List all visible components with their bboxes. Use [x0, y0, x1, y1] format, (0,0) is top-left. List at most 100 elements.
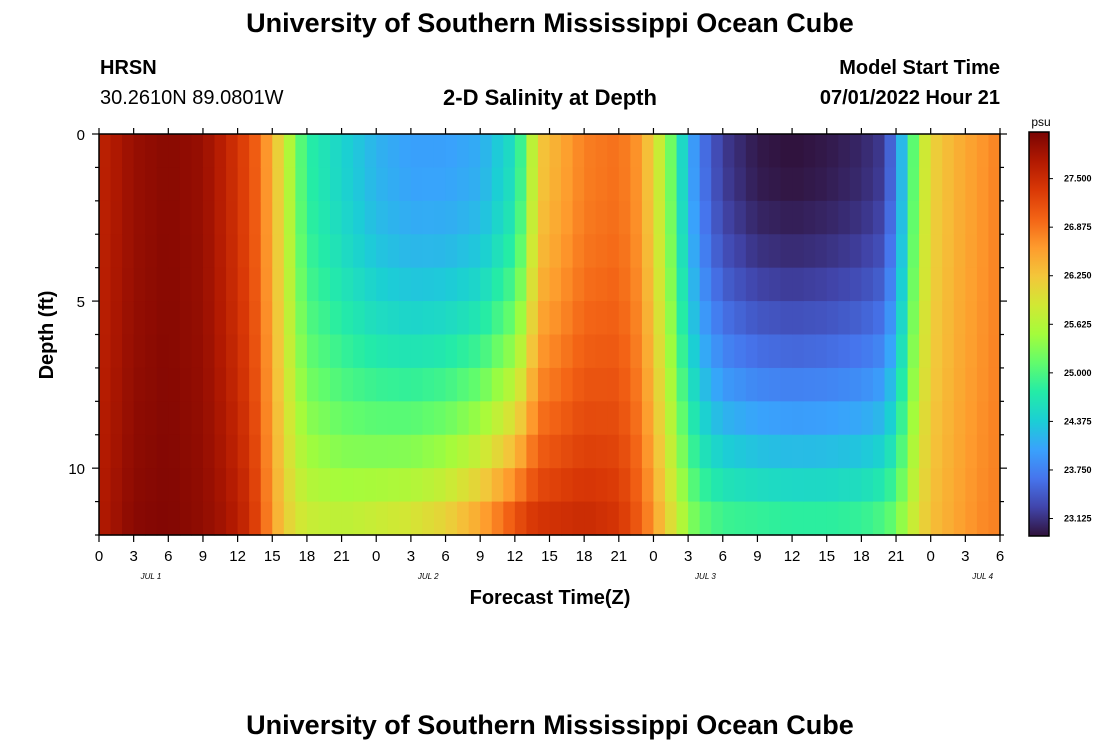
heatmap-cell [595, 301, 608, 336]
heatmap-cell [907, 468, 920, 503]
heatmap-cell [745, 134, 759, 169]
heatmap-cell [491, 167, 504, 202]
heatmap-cell [630, 401, 643, 436]
heatmap-cell [445, 267, 458, 302]
heatmap-cell [306, 334, 320, 369]
heatmap-cell [503, 234, 516, 269]
heatmap-cell [133, 468, 146, 503]
heatmap-cell [965, 367, 978, 402]
heatmap-cell [953, 200, 966, 235]
heatmap-cell [745, 167, 759, 202]
y-axis: 0 5 10 [68, 127, 1007, 536]
x-tick-label: 3 [961, 548, 969, 565]
heatmap-cell [699, 401, 712, 436]
heatmap-cell [249, 200, 262, 235]
heatmap-cell [861, 367, 874, 402]
heatmap-cell [249, 468, 262, 503]
heatmap-cell [433, 367, 447, 402]
heatmap-cell [110, 501, 123, 536]
heatmap-cell [387, 501, 400, 536]
heatmap-cell [99, 434, 112, 469]
heatmap-cell [503, 401, 516, 436]
heatmap-cell [341, 234, 354, 269]
heatmap-cell [433, 434, 447, 469]
heatmap-cell [168, 267, 181, 302]
heatmap-cell [572, 367, 585, 402]
heatmap-cell [930, 267, 943, 302]
heatmap-cell [896, 167, 909, 202]
x-tick-label: 0 [95, 548, 103, 565]
heatmap-cell [745, 234, 759, 269]
heatmap-cell [422, 401, 435, 436]
heatmap-cell [99, 134, 112, 169]
heatmap-cell [179, 501, 193, 536]
heatmap-cell [295, 468, 308, 503]
heatmap-cell [780, 468, 793, 503]
heatmap-cell [214, 267, 227, 302]
heatmap-cell [884, 334, 897, 369]
heatmap-cell [919, 367, 932, 402]
heatmap-cell [665, 468, 678, 503]
x-tick-label: 9 [753, 548, 761, 565]
heatmap-cell [930, 234, 943, 269]
heatmap-cell [838, 234, 851, 269]
heatmap-cell [156, 267, 169, 302]
heatmap-cell [768, 367, 782, 402]
heatmap-cell [838, 468, 851, 503]
heatmap-cell [780, 134, 793, 169]
heatmap-cell [272, 334, 285, 369]
heatmap-cell [722, 468, 735, 503]
heatmap-cell [722, 234, 735, 269]
heatmap-cell [468, 301, 481, 336]
heatmap-cell [399, 301, 412, 336]
heatmap-cell [122, 167, 135, 202]
heatmap-cell [133, 234, 146, 269]
heatmap-cell [376, 501, 389, 536]
heatmap-cell [768, 267, 782, 302]
heatmap-cell [965, 267, 978, 302]
heatmap-cell [168, 334, 181, 369]
heatmap-cell [711, 134, 724, 169]
heatmap-cell [595, 434, 608, 469]
heatmap-cell [133, 167, 146, 202]
heatmap-cell [364, 367, 377, 402]
heatmap-cell [145, 434, 158, 469]
x-tick-label: 15 [818, 548, 835, 565]
heatmap-cell [965, 468, 978, 503]
heatmap-cell [468, 367, 481, 402]
x-tick-label: 6 [719, 548, 727, 565]
heatmap-cell [260, 267, 273, 302]
heatmap-cell [976, 434, 990, 469]
heatmap-cell [179, 267, 193, 302]
day-label: JUL 1 [140, 572, 162, 581]
heatmap-cell [133, 334, 146, 369]
heatmap-cell [872, 267, 886, 302]
heatmap-cell [295, 167, 308, 202]
heatmap-cell [249, 167, 262, 202]
heatmap-cell [630, 301, 643, 336]
heatmap-cell [849, 468, 862, 503]
heatmap-cell [930, 134, 943, 169]
heatmap-cell [607, 167, 620, 202]
heatmap-cell [549, 468, 562, 503]
colorbar-tick-label: 23.125 [1064, 514, 1092, 524]
colorbar-tick-label: 26.250 [1064, 271, 1092, 281]
heatmap-cell [526, 434, 539, 469]
heatmap-cell [272, 267, 285, 302]
heatmap-cell [919, 167, 932, 202]
heatmap-cell [433, 468, 447, 503]
heatmap-cell [99, 301, 112, 336]
heatmap-cell [549, 134, 562, 169]
heatmap-cell [965, 334, 978, 369]
heatmap-cell [353, 301, 366, 336]
heatmap-cell [272, 167, 285, 202]
heatmap-cell [699, 234, 712, 269]
heatmap-cell [330, 167, 343, 202]
heatmap-cell [930, 434, 943, 469]
heatmap-cell [549, 367, 562, 402]
heatmap-cell [572, 234, 585, 269]
heatmap-cell [584, 468, 597, 503]
heatmap-cell [884, 434, 897, 469]
heatmap-cell [330, 367, 343, 402]
heatmap-cell [838, 434, 851, 469]
